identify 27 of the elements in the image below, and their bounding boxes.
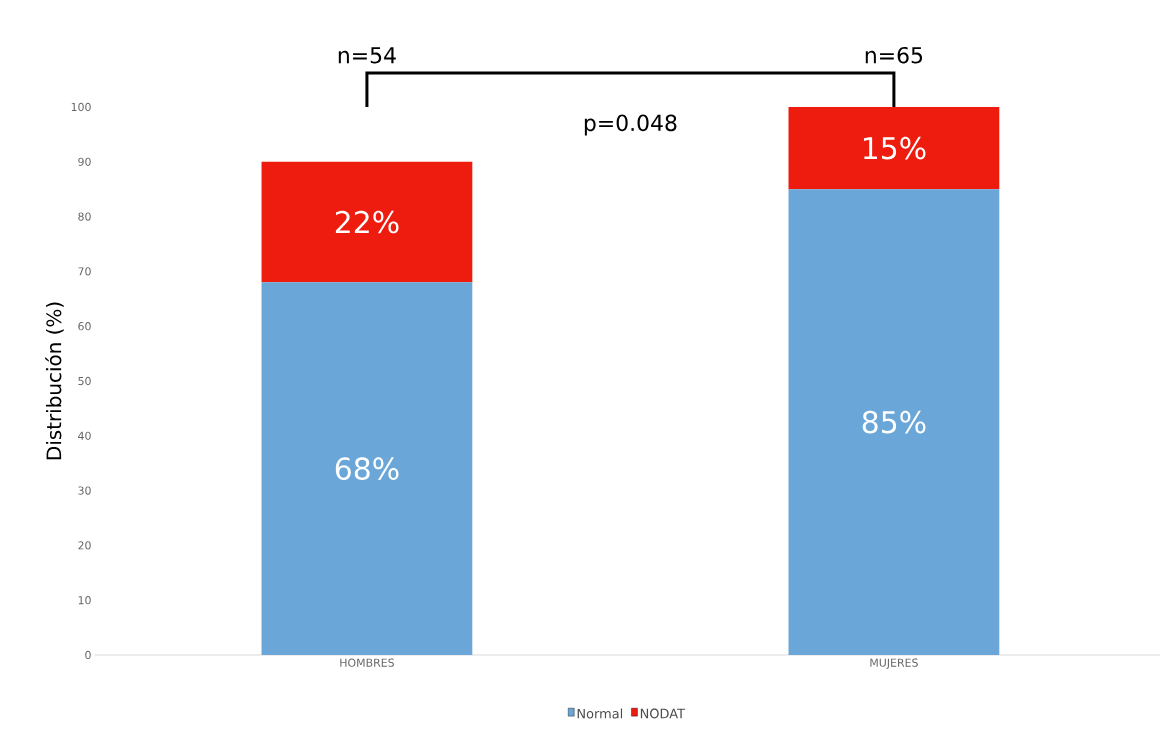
y-tick-label: 90 — [78, 157, 91, 166]
legend-label: NODAT — [640, 708, 686, 719]
bar — [788, 106, 1000, 190]
y-tick-label: 80 — [78, 212, 91, 221]
y-tick-label: 50 — [78, 376, 91, 386]
y-tick-label: 70 — [78, 267, 91, 276]
data-label: 15% — [863, 136, 926, 160]
annotation: p=0.048 — [584, 114, 677, 136]
data-label: 68% — [335, 457, 399, 480]
bar — [788, 189, 1000, 655]
y-axis-title: Distribución (%) — [45, 302, 64, 460]
bar — [261, 282, 473, 655]
y-tick-label: 60 — [78, 322, 91, 331]
x-tick-label: MUJERES — [870, 658, 918, 669]
y-tick-label: 0 — [85, 650, 91, 660]
bar — [261, 161, 473, 283]
x-tick-label: HOMBRES — [340, 658, 394, 667]
legend-label: Normal — [577, 708, 623, 719]
text: n=54 — [338, 47, 396, 64]
text: n=65 — [865, 46, 923, 64]
y-tick-label: 100 — [71, 102, 91, 112]
data-label: 22% — [335, 210, 399, 234]
y-tick-label: 20 — [78, 541, 91, 550]
data-label: 85% — [862, 410, 926, 434]
y-tick-label: 10 — [78, 596, 91, 605]
y-tick-label: 40 — [78, 431, 91, 440]
y-tick-label: 30 — [78, 486, 91, 495]
